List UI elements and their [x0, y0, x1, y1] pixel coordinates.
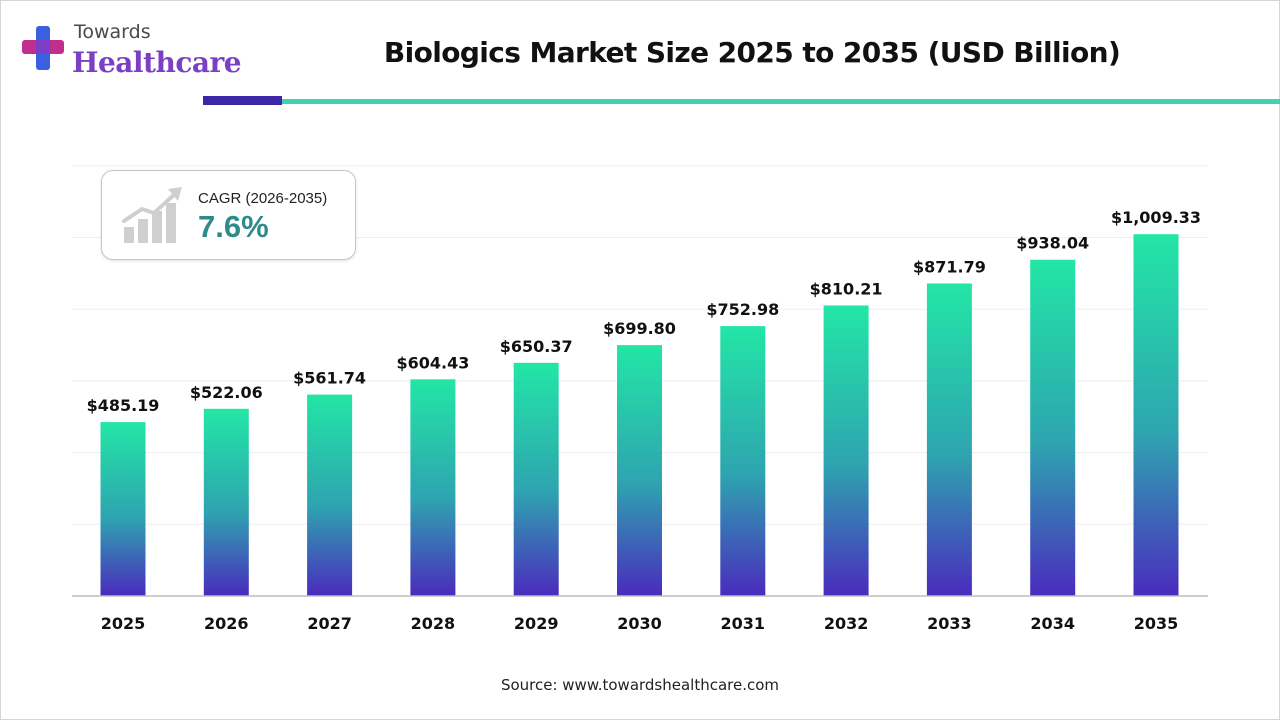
- medical-cross-icon: [22, 26, 64, 70]
- x-tick-2030: 2030: [617, 614, 662, 633]
- value-label-2030: $699.80: [603, 319, 676, 338]
- x-tick-2029: 2029: [514, 614, 559, 633]
- cagr-value: 7.6%: [198, 209, 269, 244]
- bar-2035: [1133, 234, 1179, 596]
- value-label-2026: $522.06: [190, 383, 263, 402]
- x-tick-2033: 2033: [927, 614, 972, 633]
- brand-logo: Towards Healthcare: [22, 18, 242, 82]
- cagr-card: CAGR (2026-2035) 7.6%: [101, 170, 356, 260]
- value-label-2027: $561.74: [293, 369, 366, 388]
- value-label-2025: $485.19: [87, 396, 160, 415]
- x-tick-2025: 2025: [101, 614, 146, 633]
- bar-2029: [513, 362, 559, 596]
- bar-2027: [307, 394, 353, 596]
- brand-line2: Healthcare: [72, 46, 242, 79]
- bar-2030: [617, 345, 662, 596]
- bar-2026: [203, 408, 249, 596]
- value-label-2028: $604.43: [396, 353, 469, 372]
- growth-chart-icon: [122, 187, 182, 243]
- bar-2031: [720, 326, 766, 596]
- title-rule-accent: [203, 96, 282, 105]
- x-tick-2026: 2026: [204, 614, 249, 633]
- value-label-2033: $871.79: [913, 258, 986, 277]
- bar-2028: [410, 379, 456, 596]
- x-tick-2035: 2035: [1134, 614, 1179, 633]
- value-labels: $485.19 $522.06 $561.74 $604.43 $650.37 $699.…: [87, 208, 1201, 415]
- x-tick-2028: 2028: [411, 614, 456, 633]
- x-tick-2032: 2032: [824, 614, 869, 633]
- bar-2033: [926, 283, 972, 596]
- value-label-2034: $938.04: [1016, 234, 1089, 253]
- value-label-2029: $650.37: [500, 337, 573, 356]
- bar-2032: [823, 305, 869, 596]
- bar-2025: [100, 422, 146, 596]
- brand-line1: Towards: [74, 21, 151, 43]
- chart-title: Biologics Market Size 2025 to 2035 (USD …: [383, 36, 1121, 69]
- value-label-2032: $810.21: [810, 280, 883, 299]
- x-tick-labels: 2025 2026 2027 2028 2029 2030 2031 2032 2033 2034…: [101, 614, 1179, 633]
- value-label-2035: $1,009.33: [1111, 208, 1201, 227]
- source-note: Source: www.towardshealthcare.com: [500, 676, 780, 694]
- x-tick-2031: 2031: [721, 614, 766, 633]
- x-tick-2034: 2034: [1030, 614, 1075, 633]
- x-tick-2027: 2027: [307, 614, 352, 633]
- title-rule: [282, 99, 1280, 104]
- bars: [100, 234, 1179, 596]
- bar-2034: [1030, 259, 1076, 596]
- cagr-label: CAGR (2026-2035): [198, 190, 328, 207]
- value-label-2031: $752.98: [706, 300, 779, 319]
